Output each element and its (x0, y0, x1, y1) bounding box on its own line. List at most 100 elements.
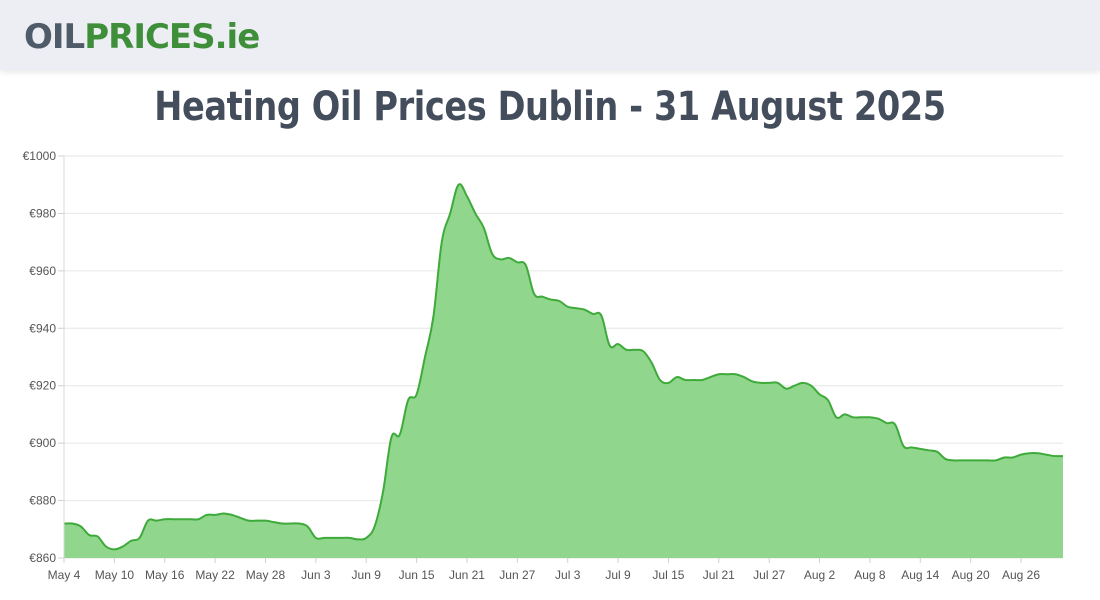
data-point[interactable] (338, 535, 344, 541)
data-point[interactable] (917, 446, 923, 452)
data-point[interactable] (581, 307, 587, 313)
data-point[interactable] (1060, 453, 1066, 459)
data-point[interactable] (405, 397, 411, 403)
data-point[interactable] (430, 314, 436, 320)
data-point[interactable] (976, 457, 982, 463)
data-point[interactable] (330, 535, 336, 541)
data-point[interactable] (607, 343, 613, 349)
data-point[interactable] (808, 383, 814, 389)
data-point[interactable] (414, 391, 420, 397)
data-point[interactable] (766, 380, 772, 386)
data-point[interactable] (246, 518, 252, 524)
data-point[interactable] (657, 377, 663, 383)
data-point[interactable] (741, 374, 747, 380)
data-point[interactable] (691, 377, 697, 383)
data-point[interactable] (464, 193, 470, 199)
data-point[interactable] (388, 434, 394, 440)
data-point[interactable] (850, 414, 856, 420)
data-point[interactable] (892, 421, 898, 427)
data-point[interactable] (959, 457, 965, 463)
data-point[interactable] (800, 380, 806, 386)
data-point[interactable] (1018, 452, 1024, 458)
data-point[interactable] (313, 535, 319, 541)
data-point[interactable] (934, 449, 940, 455)
data-point[interactable] (221, 510, 227, 516)
data-point[interactable] (707, 374, 713, 380)
data-point[interactable] (262, 518, 268, 524)
data-point[interactable] (758, 380, 764, 386)
data-point[interactable] (498, 256, 504, 262)
data-point[interactable] (86, 532, 92, 538)
data-point[interactable] (783, 386, 789, 392)
data-point[interactable] (380, 489, 386, 495)
data-point[interactable] (481, 225, 487, 231)
data-point[interactable] (590, 311, 596, 317)
data-point[interactable] (548, 297, 554, 303)
data-point[interactable] (900, 443, 906, 449)
data-point[interactable] (984, 457, 990, 463)
data-point[interactable] (724, 371, 730, 377)
data-point[interactable] (279, 521, 285, 527)
data-point[interactable] (372, 523, 378, 529)
data-point[interactable] (137, 535, 143, 541)
data-point[interactable] (1026, 450, 1032, 456)
data-point[interactable] (867, 414, 873, 420)
data-point[interactable] (556, 298, 562, 304)
data-point[interactable] (842, 411, 848, 417)
data-point[interactable] (204, 512, 210, 518)
data-point[interactable] (540, 294, 546, 300)
data-point[interactable] (195, 516, 201, 522)
data-point[interactable] (145, 518, 151, 524)
data-point[interactable] (926, 447, 932, 453)
data-point[interactable] (288, 521, 294, 527)
data-point[interactable] (791, 383, 797, 389)
data-point[interactable] (304, 523, 310, 529)
data-point[interactable] (649, 360, 655, 366)
site-logo[interactable]: OILPRICES.ie (24, 14, 260, 60)
data-point[interactable] (699, 377, 705, 383)
data-point[interactable] (1043, 452, 1049, 458)
data-point[interactable] (859, 414, 865, 420)
data-point[interactable] (665, 380, 671, 386)
data-point[interactable] (355, 536, 361, 542)
data-point[interactable] (716, 371, 722, 377)
data-point[interactable] (179, 516, 185, 522)
data-point[interactable] (640, 348, 646, 354)
data-point[interactable] (128, 538, 134, 544)
data-point[interactable] (321, 535, 327, 541)
data-point[interactable] (968, 457, 974, 463)
data-point[interactable] (674, 374, 680, 380)
data-point[interactable] (833, 414, 839, 420)
data-point[interactable] (573, 305, 579, 311)
data-point[interactable] (875, 416, 881, 422)
data-point[interactable] (229, 512, 235, 518)
data-point[interactable] (296, 521, 302, 527)
data-point[interactable] (531, 291, 537, 297)
data-point[interactable] (951, 457, 957, 463)
data-point[interactable] (456, 182, 462, 188)
data-point[interactable] (103, 544, 109, 550)
data-point[interactable] (682, 377, 688, 383)
data-point[interactable] (632, 347, 638, 353)
data-point[interactable] (153, 518, 159, 524)
data-point[interactable] (187, 516, 193, 522)
data-point[interactable] (1001, 455, 1007, 461)
data-point[interactable] (447, 210, 453, 216)
data-point[interactable] (565, 304, 571, 310)
data-point[interactable] (623, 347, 629, 353)
data-point[interactable] (95, 533, 101, 539)
data-point[interactable] (489, 251, 495, 257)
data-point[interactable] (170, 516, 176, 522)
data-point[interactable] (69, 521, 75, 527)
data-point[interactable] (523, 262, 529, 268)
data-point[interactable] (884, 420, 890, 426)
data-point[interactable] (271, 519, 277, 525)
data-point[interactable] (598, 312, 604, 318)
data-point[interactable] (237, 515, 243, 521)
data-point[interactable] (422, 354, 428, 360)
data-point[interactable] (506, 255, 512, 261)
data-point[interactable] (397, 432, 403, 438)
data-point[interactable] (111, 546, 117, 552)
data-point[interactable] (993, 457, 999, 463)
data-point[interactable] (615, 341, 621, 347)
